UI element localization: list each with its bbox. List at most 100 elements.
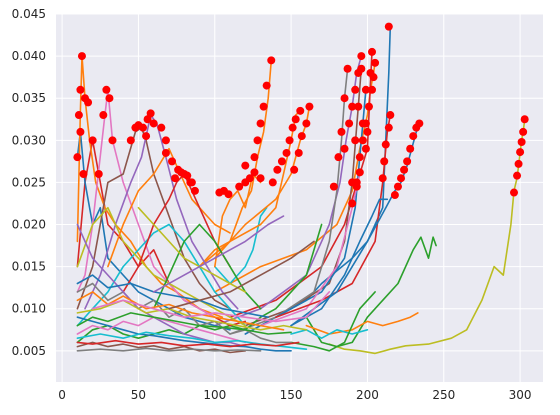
series-marker [77,52,86,61]
x-tick-label: 50 [131,388,146,402]
series-marker [183,171,192,180]
series-marker [171,174,180,183]
y-tick-label: 0.005 [12,344,46,358]
series-marker [355,153,364,162]
series-marker [409,132,418,141]
x-tick-label: 150 [280,388,303,402]
series-line-2 [305,312,419,335]
series-marker [348,199,357,208]
series-marker [354,102,363,111]
series-marker [390,191,399,200]
series-marker [256,174,265,183]
series-line-17 [198,59,273,268]
series-marker [357,52,366,61]
series-line-1 [305,236,437,348]
series-marker [74,111,83,120]
series-marker [143,115,152,124]
y-tick-label: 0.030 [12,133,46,147]
series-marker [351,136,360,145]
series-marker [296,106,305,115]
series-marker [146,109,155,118]
series-marker [519,127,528,136]
series-line-12 [259,173,361,327]
series-marker [358,136,367,145]
series-marker [190,186,199,195]
series-marker [102,85,111,94]
series-marker [99,111,108,120]
series-line-15 [290,198,389,327]
x-tick-label: 250 [432,388,455,402]
series-marker [88,136,97,145]
series-marker [288,123,297,132]
series-marker [371,58,380,67]
y-axis-ticks: 0.005 0.010 0.015 0.020 0.025 0.030 0.035 0.040… [12,7,46,358]
series-marker [108,136,117,145]
series-marker [256,119,265,128]
series-marker [384,123,393,132]
y-tick-label: 0.035 [12,91,46,105]
series-marker [282,148,291,157]
series-marker [368,85,377,94]
series-marker [126,136,135,145]
series-marker [262,81,271,90]
series-line-4 [290,291,376,352]
series-marker [267,56,276,65]
series-marker [161,136,170,145]
series-line-29 [76,206,247,327]
series-marker [297,132,306,141]
series-marker [384,22,393,31]
series-line-45 [137,206,247,293]
series-marker [406,144,415,153]
series-marker [268,178,277,187]
series-marker [245,174,254,183]
series-marker [517,138,526,146]
series-line-44 [76,347,262,352]
series-marker [364,102,373,111]
x-axis-ticks: 0 50 100 150 200 250 300 [58,388,531,402]
x-tick-label: 300 [509,388,532,402]
series-marker [397,174,406,183]
series-line-41 [76,291,285,331]
series-line-46 [152,215,285,293]
series-marker [355,168,364,177]
series-marker [294,148,303,157]
series-marker [393,182,402,191]
series-marker [149,119,158,128]
series-marker [224,190,233,199]
y-tick-label: 0.045 [12,7,46,21]
series-line-47 [168,240,315,310]
y-tick-label: 0.020 [12,218,46,232]
series-line-42 [76,312,292,335]
series-marker [253,136,262,145]
series-marker [378,174,387,183]
marker-group [73,22,529,208]
series-line-16 [214,206,268,285]
series-marker [168,157,177,166]
series-marker [290,165,299,174]
series-marker [334,153,343,162]
series-marker [380,157,389,166]
series-line-33 [152,223,262,310]
series-marker [345,119,354,128]
series-marker [348,102,357,111]
series-marker [273,165,282,174]
series-line-43 [76,274,269,318]
series-marker [105,94,114,103]
series-line-8 [214,55,363,327]
series-line-11 [275,89,367,318]
series-marker [94,170,103,178]
series-line-6 [214,62,376,293]
series-marker [363,127,372,136]
series-marker [340,144,349,153]
series-marker [415,119,424,128]
series-line-30 [76,282,292,344]
series-marker [76,127,85,136]
series-marker [73,153,82,162]
series-marker [259,102,268,111]
series-marker [291,115,300,124]
series-marker [351,85,360,94]
series-marker [285,136,294,145]
series-marker [381,140,390,149]
series-marker [250,153,259,162]
